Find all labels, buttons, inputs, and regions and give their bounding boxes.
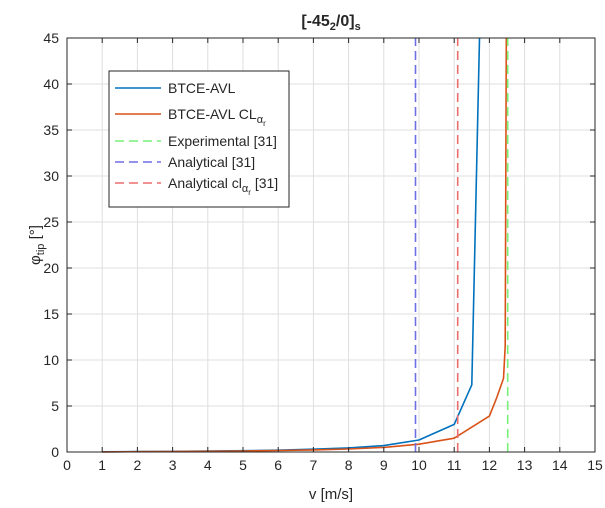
y-tick-label: 20: [43, 260, 59, 276]
legend-label-1: BTCE-AVL CLαr: [168, 106, 266, 128]
x-axis-label: v [m/s]: [309, 486, 353, 503]
series-line-1: [102, 37, 508, 453]
legend-label-4: Analytical clαr [31]: [168, 175, 278, 197]
x-tick-label: 14: [552, 457, 568, 473]
x-tick-label: 13: [517, 457, 533, 473]
y-axis-label: φtip [°]: [27, 225, 47, 265]
y-tick-label: 40: [43, 76, 59, 92]
legend-label-2: Experimental [31]: [168, 133, 277, 149]
x-tick-label: 8: [345, 457, 353, 473]
x-tick-label: 12: [482, 457, 498, 473]
y-tick-label: 15: [43, 306, 59, 322]
axes-box: [66, 37, 596, 453]
x-tick-label: 4: [204, 457, 212, 473]
y-tick-label: 0: [51, 444, 59, 460]
x-tick-label: 11: [447, 457, 462, 473]
y-tick-label: 5: [51, 398, 59, 414]
x-tick-label: 5: [239, 457, 247, 473]
y-tick-label: 35: [43, 122, 59, 138]
x-tick-label: 10: [411, 457, 427, 473]
x-tick-label: 1: [98, 457, 106, 473]
y-tick-label: 10: [43, 352, 59, 368]
x-tick-label: 15: [587, 457, 603, 473]
x-tick-label: 6: [274, 457, 282, 473]
legend-label-0: BTCE-AVL: [168, 80, 236, 96]
x-tick-label: 3: [169, 457, 177, 473]
x-tick-label: 0: [63, 457, 71, 473]
legend: BTCE-AVL BTCE-AVL CLαr Experimental [31] An…: [108, 70, 290, 208]
y-tick-label: 45: [43, 30, 59, 46]
chart-title: [-452/0]s: [301, 13, 360, 33]
legend-box: [108, 70, 290, 208]
y-tick-label: 30: [43, 168, 59, 184]
y-tick-label: 25: [43, 214, 59, 230]
x-tick-label: 9: [380, 457, 388, 473]
legend-label-3: Analytical [31]: [168, 154, 255, 170]
x-tick-label: 7: [310, 457, 318, 473]
x-tick-label: 2: [134, 457, 142, 473]
